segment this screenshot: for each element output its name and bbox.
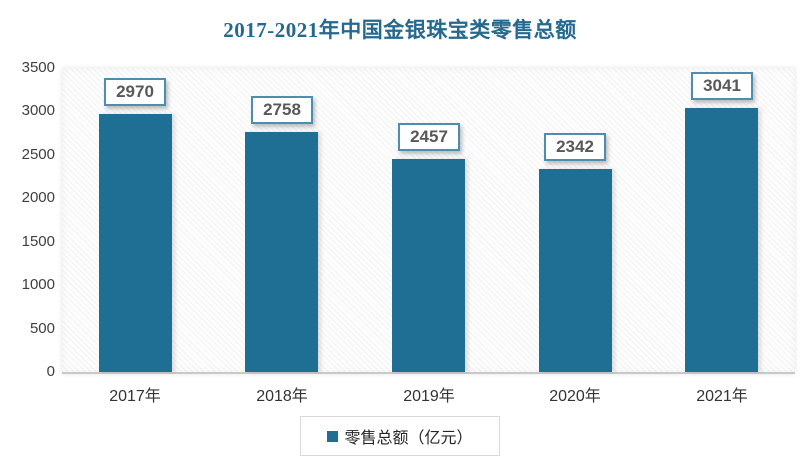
y-axis-tick-label: 2000	[21, 189, 55, 207]
bar-value-label: 2457	[398, 123, 460, 151]
y-axis-tick-label: 1000	[21, 276, 55, 294]
x-axis-tick-label: 2020年	[549, 388, 601, 405]
y-axis-tick-label: 2500	[21, 145, 55, 163]
plot-area: 2970 2758 2457 2342 3041	[62, 68, 795, 374]
x-axis-tick-label: 2019年	[403, 388, 455, 405]
bar-2017年	[99, 114, 172, 372]
legend-box: 零售总额（亿元）	[300, 416, 500, 456]
bar-value-label: 3041	[691, 72, 753, 100]
legend: 零售总额（亿元）	[0, 416, 800, 456]
x-axis-tick-label: 2021年	[696, 388, 748, 405]
bar-value-label: 2758	[251, 96, 313, 124]
y-axis: 0 500 1000 1500 2000 2500 3000 3500	[0, 0, 55, 462]
y-axis-tick-label: 3000	[21, 102, 55, 120]
bar-2018年	[245, 132, 318, 372]
x-axis-tick-label: 2018年	[256, 388, 308, 405]
legend-label: 零售总额（亿元）	[344, 430, 473, 447]
x-axis: 2017年 2018年 2019年 2020年 2021年	[62, 382, 795, 405]
x-axis-tick-label: 2017年	[109, 388, 161, 405]
bar-2020年	[539, 169, 612, 372]
y-axis-tick-label: 3500	[21, 59, 55, 76]
bar-2021年	[685, 108, 758, 372]
chart-title: 2017-2021年中国金银珠宝类零售总额	[223, 18, 577, 42]
legend-swatch-icon	[327, 430, 339, 442]
y-axis-tick-label: 500	[29, 319, 55, 337]
bar-value-label: 2342	[544, 133, 606, 161]
bar-value-label: 2970	[104, 78, 166, 106]
bar-2019年	[392, 159, 465, 372]
y-axis-tick-label: 0	[46, 363, 55, 380]
y-axis-tick-label: 1500	[21, 232, 55, 250]
